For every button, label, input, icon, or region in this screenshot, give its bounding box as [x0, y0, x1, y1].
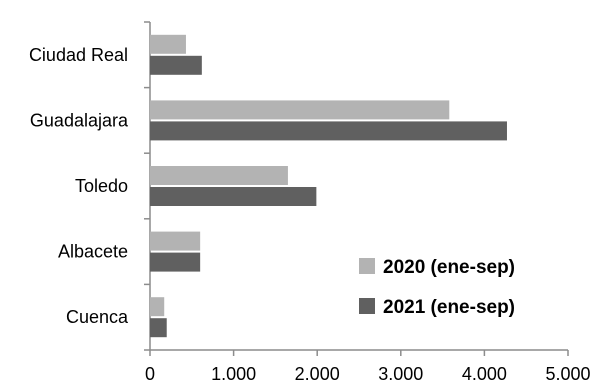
x-axis: 0 1.000 2.000 3.000 4.000 5.000: [145, 349, 591, 384]
bar-2021: [150, 121, 507, 141]
bar-2020: [150, 166, 288, 185]
bar-2021: [150, 187, 317, 206]
bar-2020: [150, 34, 186, 54]
y-category-label: Guadalajara: [30, 110, 129, 130]
y-axis: Ciudad Real Guadalajara Toledo Albacete Cuen…: [29, 21, 151, 351]
x-tick-label: 0: [145, 364, 155, 384]
y-category-label: Albacete: [58, 242, 128, 262]
bar-2020: [150, 231, 201, 251]
x-tick-label: 2.000: [295, 364, 340, 384]
bar-2020: [150, 297, 165, 317]
bar-2020: [150, 100, 450, 120]
bar-2021: [150, 55, 202, 75]
legend: 2020 (ene-sep) 2021 (ene-sep): [359, 257, 515, 318]
bar-2021: [150, 318, 167, 338]
legend-label-2021: 2021 (ene-sep): [383, 297, 515, 318]
bars: [150, 34, 507, 338]
legend-swatch-2020: [359, 258, 375, 274]
bar-2021: [150, 252, 201, 272]
legend-swatch-2021: [359, 298, 375, 314]
y-category-label: Cuenca: [66, 307, 129, 327]
y-category-label: Toledo: [75, 176, 128, 196]
x-tick-label: 1.000: [211, 364, 256, 384]
y-category-label: Ciudad Real: [29, 45, 128, 65]
legend-label-2020: 2020 (ene-sep): [383, 257, 515, 278]
x-tick-label: 5.000: [545, 364, 590, 384]
x-tick-label: 3.000: [378, 364, 423, 384]
x-tick-label: 4.000: [462, 364, 507, 384]
